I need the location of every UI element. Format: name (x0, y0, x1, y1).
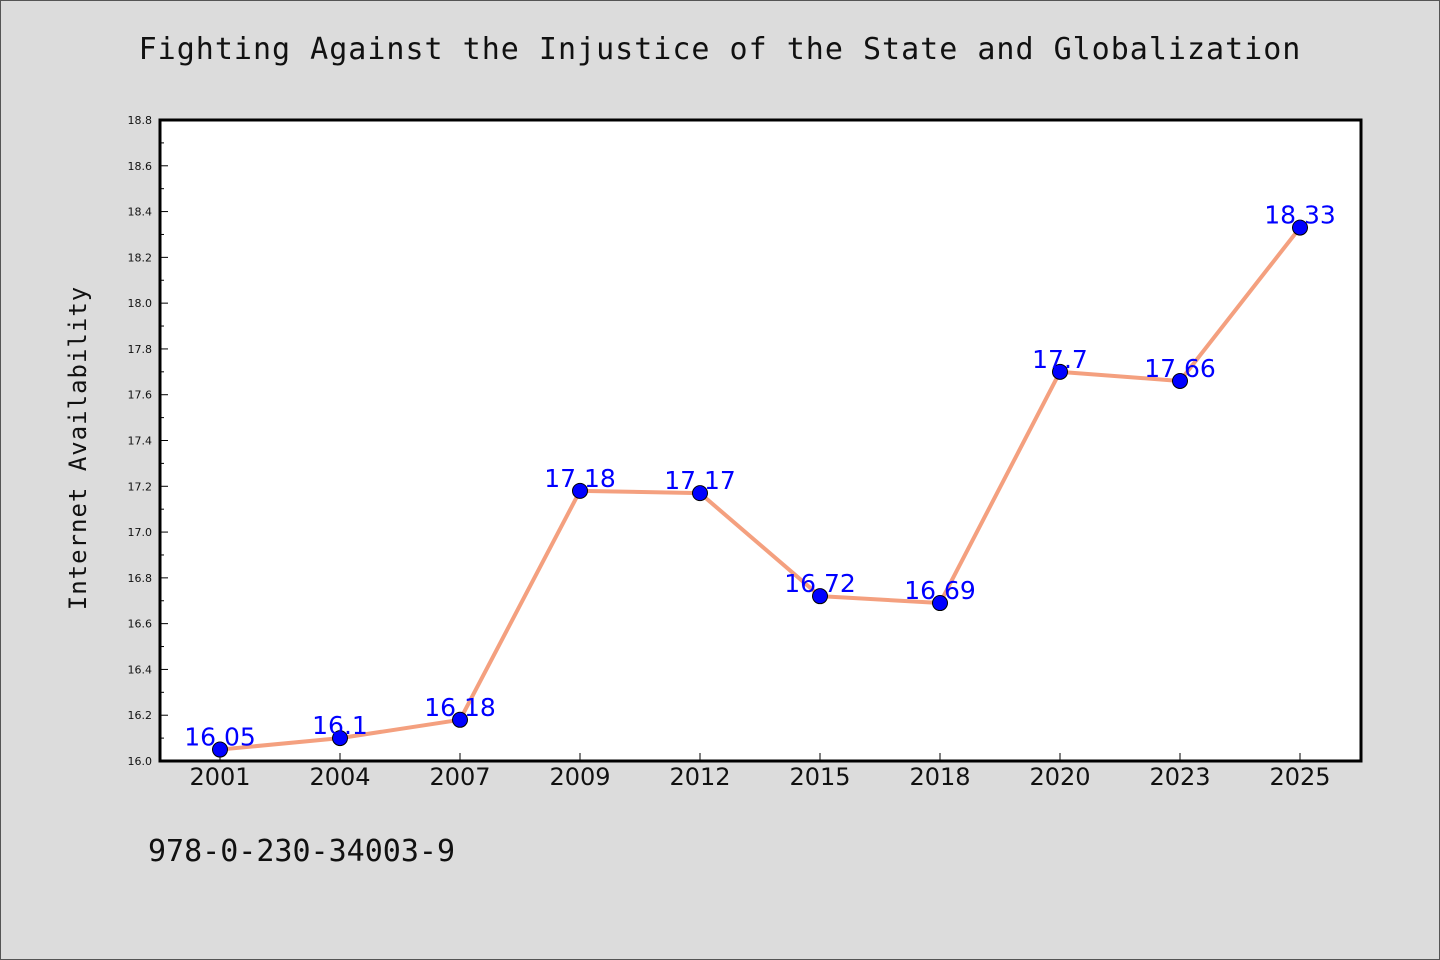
data-point (452, 711, 468, 728)
data-label: 18.33 (1264, 201, 1336, 230)
data-label: 16.72 (784, 569, 856, 598)
data-label: 17.66 (1144, 354, 1216, 383)
y-tick-label: 16.0 (128, 755, 153, 768)
data-point (1052, 363, 1068, 380)
x-tick-label: 2001 (189, 763, 250, 791)
data-label: 16.05 (184, 723, 256, 752)
y-tick-label: 16.4 (128, 663, 153, 676)
y-tick-label: 18.0 (128, 297, 153, 310)
y-tick-label: 18.4 (128, 206, 153, 219)
y-tick-label: 16.6 (128, 618, 153, 631)
x-axis: 2001 2004 2007 2009 2012 2015 2018 2020 2023 2025 (189, 753, 1331, 791)
series-line (219, 226, 1302, 752)
x-tick-label: 2012 (669, 763, 730, 791)
y-tick-label: 18.8 (128, 114, 153, 127)
data-label: 16.1 (312, 711, 368, 740)
x-tick-label: 2004 (309, 763, 370, 791)
x-tick-label: 2018 (909, 763, 970, 791)
data-point (212, 741, 228, 758)
series-group: 16.05 16.1 16.18 17.18 17.17 16.72 16.69 17.7 17… (184, 201, 1336, 758)
y-tick-label: 16.2 (128, 709, 153, 722)
y-axis: 16.0 16.2 16.4 16.6 16.8 17.0 17.2 17.4 17.6 17.8… (128, 114, 168, 768)
data-point (572, 482, 588, 499)
x-tick-label: 2020 (1029, 763, 1090, 791)
data-point (932, 595, 948, 612)
data-label: 16.69 (904, 576, 976, 605)
x-tick-label: 2007 (429, 763, 490, 791)
data-label: 17.7 (1032, 345, 1088, 374)
data-label: 17.18 (544, 464, 616, 493)
x-tick-label: 2009 (549, 763, 610, 791)
footer-code: 978-0-230-34003-9 (148, 834, 456, 869)
x-tick-label: 2023 (1149, 763, 1210, 791)
y-tick-label: 18.6 (128, 160, 153, 173)
plot-area (158, 118, 1363, 763)
data-label: 17.17 (664, 466, 736, 495)
chart-title: Fighting Against the Injustice of the St… (138, 32, 1302, 67)
data-point (692, 485, 708, 502)
data-point (812, 588, 828, 605)
y-tick-label: 17.2 (128, 480, 153, 493)
y-axis-title: Internet Availability (64, 286, 92, 610)
y-tick-label: 17.0 (128, 526, 153, 539)
y-tick-label: 17.4 (128, 435, 153, 448)
data-label: 16.18 (424, 693, 496, 722)
x-tick-label: 2025 (1269, 763, 1330, 791)
x-tick-label: 2015 (789, 763, 850, 791)
data-point (1292, 219, 1308, 236)
data-point (1172, 372, 1188, 389)
y-tick-label: 16.8 (128, 572, 153, 585)
y-tick-label: 18.2 (128, 251, 153, 264)
y-tick-label: 17.6 (128, 389, 153, 402)
y-tick-label: 17.8 (128, 343, 153, 356)
data-point (332, 730, 348, 747)
